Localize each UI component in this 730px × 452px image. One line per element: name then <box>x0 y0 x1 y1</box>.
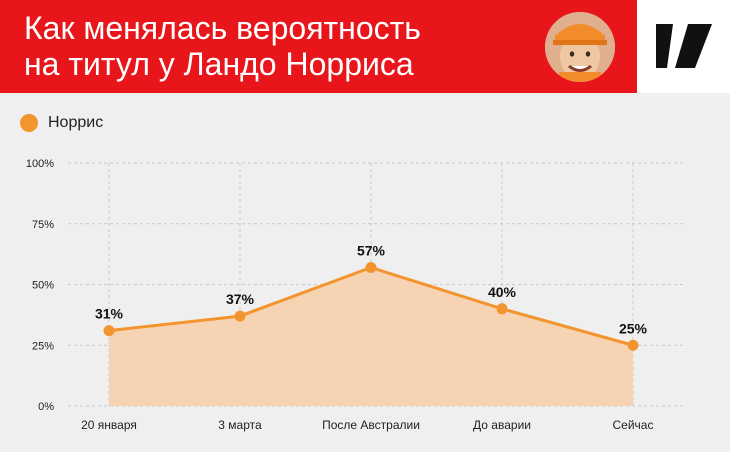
data-label: 57% <box>357 242 386 258</box>
data-point <box>103 325 115 337</box>
legend-marker <box>20 114 38 132</box>
data-label: 40% <box>488 284 517 300</box>
y-tick-label: 50% <box>32 280 54 292</box>
legend-label: Норрис <box>48 114 104 131</box>
area-fill <box>109 267 633 406</box>
x-category-label: 20 января <box>81 418 137 432</box>
data-label: 25% <box>619 320 648 336</box>
data-label: 31% <box>95 306 124 322</box>
header-banner: Как менялась вероятность на титул у Ланд… <box>0 0 637 93</box>
data-point <box>627 339 639 351</box>
data-point <box>496 303 508 315</box>
brand-logo-icon <box>656 24 712 68</box>
data-label: 37% <box>226 291 255 307</box>
x-category-label: Сейчас <box>613 418 654 432</box>
driver-portrait-icon <box>545 12 615 82</box>
x-category-label: 3 марта <box>218 418 262 432</box>
legend: Норрис <box>20 114 103 132</box>
y-tick-label: 25% <box>32 340 54 352</box>
y-tick-label: 100% <box>26 158 54 170</box>
data-point <box>234 310 246 322</box>
page-title: Как менялась вероятность на титул у Ланд… <box>24 10 421 82</box>
brand-logo <box>637 0 730 93</box>
data-point <box>365 261 377 273</box>
y-tick-label: 0% <box>38 401 54 413</box>
driver-portrait <box>545 12 615 82</box>
y-tick-label: 75% <box>32 219 54 231</box>
x-category-label: После Австралии <box>322 418 420 432</box>
x-category-label: До аварии <box>473 418 531 432</box>
